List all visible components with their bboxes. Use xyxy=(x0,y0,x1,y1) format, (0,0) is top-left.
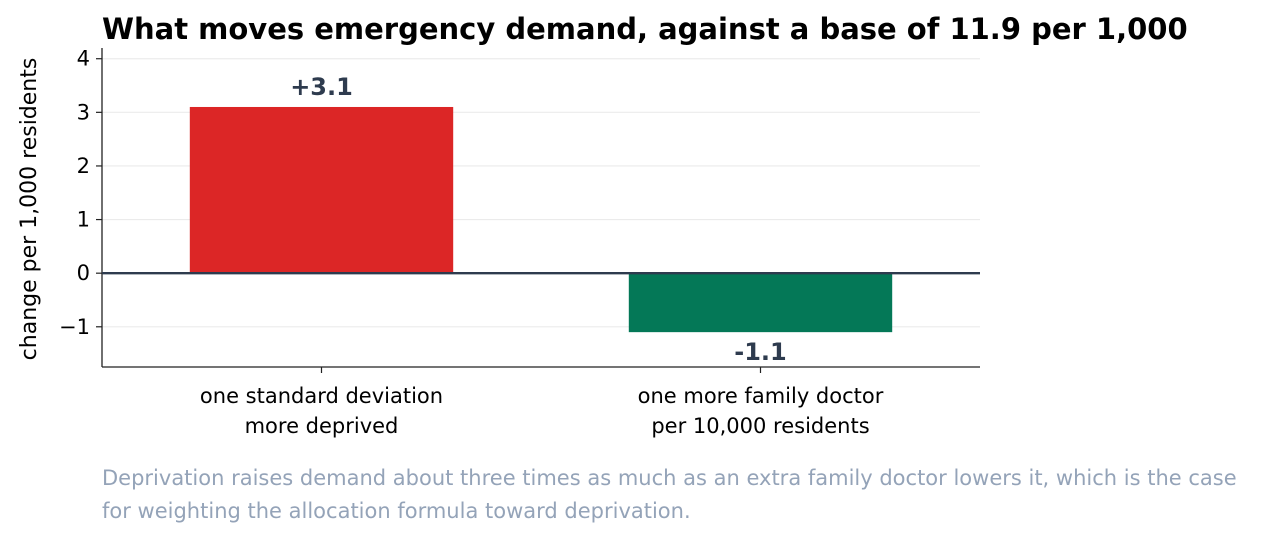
y-ticks: −1 0 1 2 3 4 xyxy=(59,47,102,339)
bars xyxy=(189,106,893,333)
chart-title: What moves emergency demand, against a b… xyxy=(102,12,1188,46)
data-label: +3.1 xyxy=(290,73,353,101)
chart-caption: Deprivation raises demand about three ti… xyxy=(102,466,1237,523)
y-tick-label: 0 xyxy=(77,261,90,285)
y-tick-label: −1 xyxy=(59,315,90,339)
x-tick-label: per 10,000 residents xyxy=(651,414,869,438)
bar xyxy=(628,273,893,333)
x-tick-label: one more family doctor xyxy=(638,384,884,408)
x-tick-label: one standard deviation xyxy=(200,384,443,408)
chart: What moves emergency demand, against a b… xyxy=(17,12,1188,438)
data-label: -1.1 xyxy=(734,338,786,366)
bar xyxy=(189,106,454,274)
y-tick-label: 4 xyxy=(77,47,90,71)
y-tick-label: 1 xyxy=(77,208,90,232)
axes xyxy=(101,48,980,368)
y-axis-label: change per 1,000 residents xyxy=(17,58,42,361)
data-labels: +3.1 -1.1 xyxy=(290,73,787,366)
x-ticks: one standard deviation more deprived one m… xyxy=(200,367,884,438)
x-tick-label: more deprived xyxy=(245,414,399,438)
y-tick-label: 2 xyxy=(77,154,90,178)
y-tick-label: 3 xyxy=(77,100,90,124)
